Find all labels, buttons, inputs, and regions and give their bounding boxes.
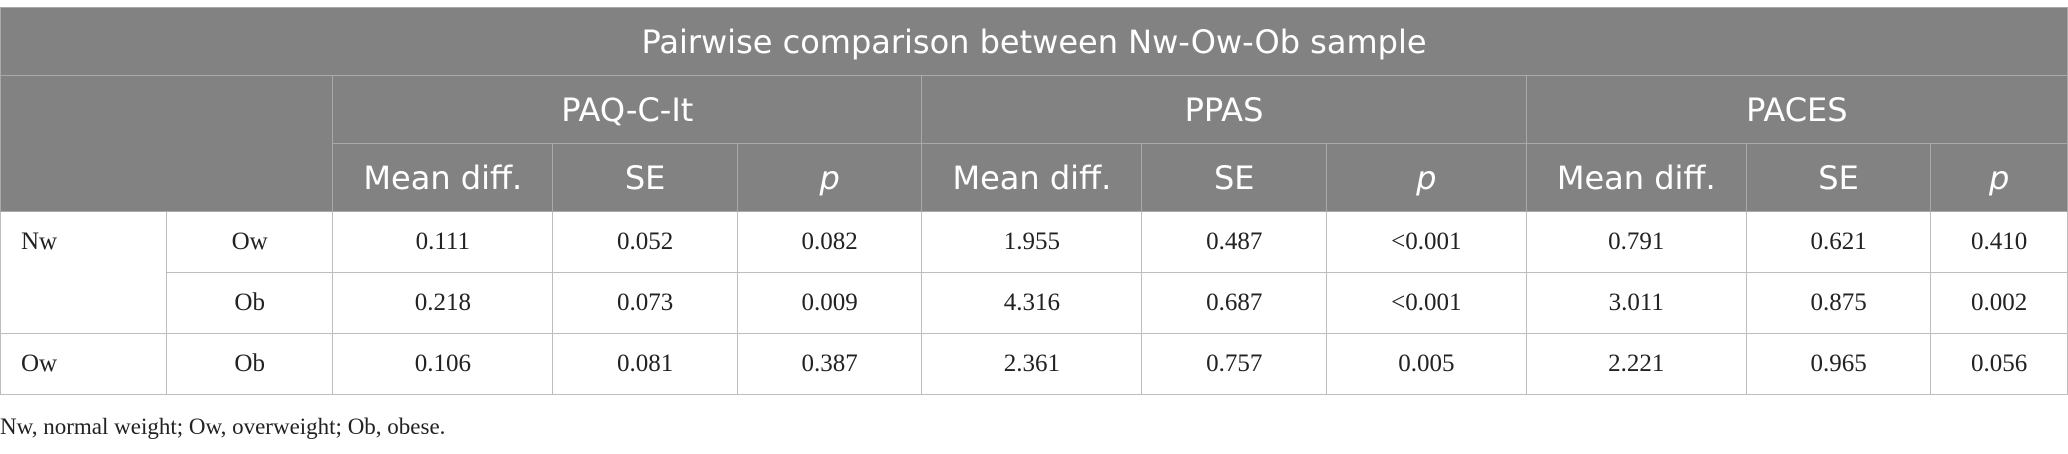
- table-cell: 0.875: [1745, 272, 1932, 334]
- table-cell: 0.965: [1745, 333, 1932, 395]
- subheader-se: SE: [552, 143, 738, 212]
- table-cell: 0.106: [332, 333, 554, 395]
- row-compare-label: Ob: [166, 333, 334, 395]
- subheader-p: p: [1930, 143, 2068, 212]
- table-cell: 0.111: [332, 211, 554, 273]
- table-cell: 0.387: [736, 333, 923, 395]
- table-cell: 2.361: [921, 333, 1143, 395]
- group-header-paces: PACES: [1525, 75, 2068, 144]
- table-cell: 4.316: [921, 272, 1143, 334]
- subheader-p: p: [736, 143, 923, 212]
- table-container: Pairwise comparison between Nw-Ow-Ob sam…: [0, 7, 2068, 395]
- table-cell: 0.218: [332, 272, 554, 334]
- table-cell: 0.005: [1325, 333, 1527, 395]
- row-compare-label: Ow: [166, 211, 334, 273]
- group-header-ppas: PPAS: [921, 75, 1527, 144]
- table-cell: 0.791: [1525, 211, 1747, 273]
- table-footnote: Nw, normal weight; Ow, overweight; Ob, o…: [0, 414, 446, 439]
- table-cell: 0.082: [736, 211, 923, 273]
- table-cell: 0.081: [552, 333, 738, 395]
- table-cell: 0.621: [1745, 211, 1932, 273]
- row-group-label: Ow: [0, 333, 168, 395]
- table-cell: 0.002: [1930, 272, 2068, 334]
- table-cell: 2.221: [1525, 333, 1747, 395]
- table-row: Ob 0.218 0.073 0.009 4.316 0.687 <0.001 …: [1, 272, 2068, 334]
- subheader-se: SE: [1745, 143, 1932, 212]
- table-cell: 0.073: [552, 272, 738, 334]
- subheader-mean-diff: Mean diff.: [921, 143, 1143, 212]
- subheader-p: p: [1325, 143, 1527, 212]
- table-row: Ow Ob 0.106 0.081 0.387 2.361 0.757 0.00…: [0, 333, 2068, 395]
- table-cell: 1.955: [921, 211, 1143, 273]
- table-title: Pairwise comparison between Nw-Ow-Ob sam…: [0, 7, 2068, 76]
- row-compare-label: Ob: [166, 272, 334, 334]
- table-cell: 0.687: [1141, 272, 1327, 334]
- table-row: Nw Ow 0.111 0.052 0.082 1.955 0.487 <0.0…: [0, 211, 2068, 334]
- row-group-label: Nw: [0, 211, 168, 334]
- table-cell: 0.757: [1141, 333, 1327, 395]
- table-cell: 0.056: [1930, 333, 2068, 395]
- subheader-mean-diff: Mean diff.: [1525, 143, 1747, 212]
- table-cell: 3.011: [1525, 272, 1747, 334]
- table-cell: <0.001: [1325, 272, 1527, 334]
- pairwise-comparison-table: Pairwise comparison between Nw-Ow-Ob sam…: [0, 7, 2068, 395]
- table-cell: <0.001: [1325, 211, 1527, 273]
- group-header-paq: PAQ-C-It: [332, 75, 923, 144]
- subheader-se: SE: [1141, 143, 1327, 212]
- table-cell: 0.052: [552, 211, 738, 273]
- subheader-mean-diff: Mean diff.: [332, 143, 554, 212]
- corner-header-cell: [0, 75, 334, 212]
- table-cell: 0.487: [1141, 211, 1327, 273]
- table-cell: 0.009: [736, 272, 923, 334]
- table-cell: 0.410: [1930, 211, 2068, 273]
